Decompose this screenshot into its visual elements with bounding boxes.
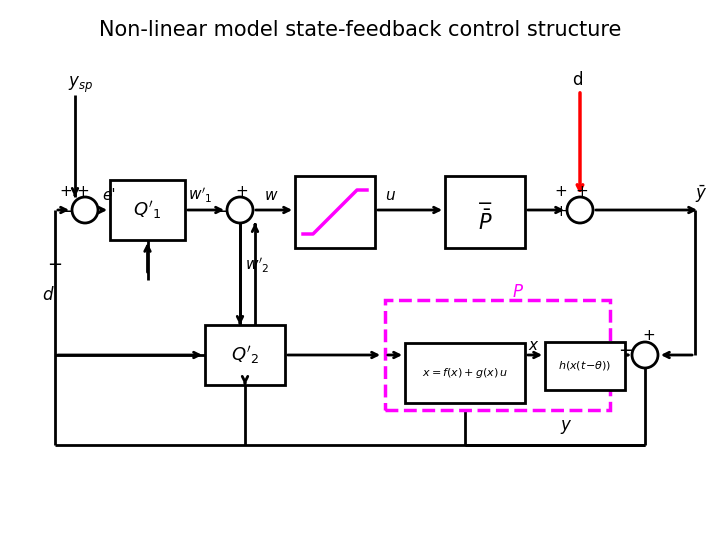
- Bar: [295, 176, 375, 248]
- Text: +: +: [554, 184, 567, 199]
- Bar: [545, 342, 625, 390]
- Text: e': e': [102, 188, 116, 204]
- Circle shape: [227, 197, 253, 223]
- Text: +: +: [60, 184, 73, 199]
- Text: +: +: [235, 184, 248, 199]
- Text: −: −: [618, 342, 634, 360]
- Text: $Q'_2$: $Q'_2$: [231, 344, 259, 366]
- Text: d: d: [572, 71, 582, 89]
- Text: $\bar{P}$: $\bar{P}$: [478, 210, 492, 234]
- Text: $h(x(t\!-\!\theta))$: $h(x(t\!-\!\theta))$: [558, 360, 612, 373]
- Text: y: y: [560, 416, 570, 434]
- Bar: [205, 325, 285, 385]
- Text: $x=f(x)+g(x)\,u$: $x=f(x)+g(x)\,u$: [422, 366, 508, 380]
- Text: +: +: [554, 205, 567, 219]
- Text: +: +: [575, 184, 588, 199]
- Circle shape: [567, 197, 593, 223]
- Bar: [110, 180, 185, 240]
- Text: $w'_1$: $w'_1$: [188, 185, 212, 205]
- Text: −: −: [213, 203, 228, 221]
- Text: +: +: [76, 184, 89, 199]
- Text: −: −: [477, 194, 493, 213]
- Text: d: d: [42, 286, 53, 304]
- Bar: [385, 300, 610, 410]
- Text: P: P: [513, 283, 523, 301]
- Text: $Q'_1$: $Q'_1$: [133, 199, 162, 221]
- Text: $y_{sp}$: $y_{sp}$: [68, 75, 93, 95]
- Text: x: x: [528, 338, 537, 353]
- Circle shape: [72, 197, 98, 223]
- Text: +: +: [643, 328, 655, 343]
- Text: −: −: [48, 256, 63, 274]
- Text: u: u: [385, 187, 395, 202]
- Bar: [405, 343, 525, 403]
- Text: $\bar{y}$: $\bar{y}$: [695, 183, 708, 205]
- Circle shape: [632, 342, 658, 368]
- Text: −: −: [58, 203, 73, 221]
- Text: $w'_2$: $w'_2$: [245, 255, 269, 275]
- Bar: [445, 176, 525, 248]
- Text: Non-linear model state-feedback control structure: Non-linear model state-feedback control …: [99, 20, 621, 40]
- Text: w: w: [265, 187, 277, 202]
